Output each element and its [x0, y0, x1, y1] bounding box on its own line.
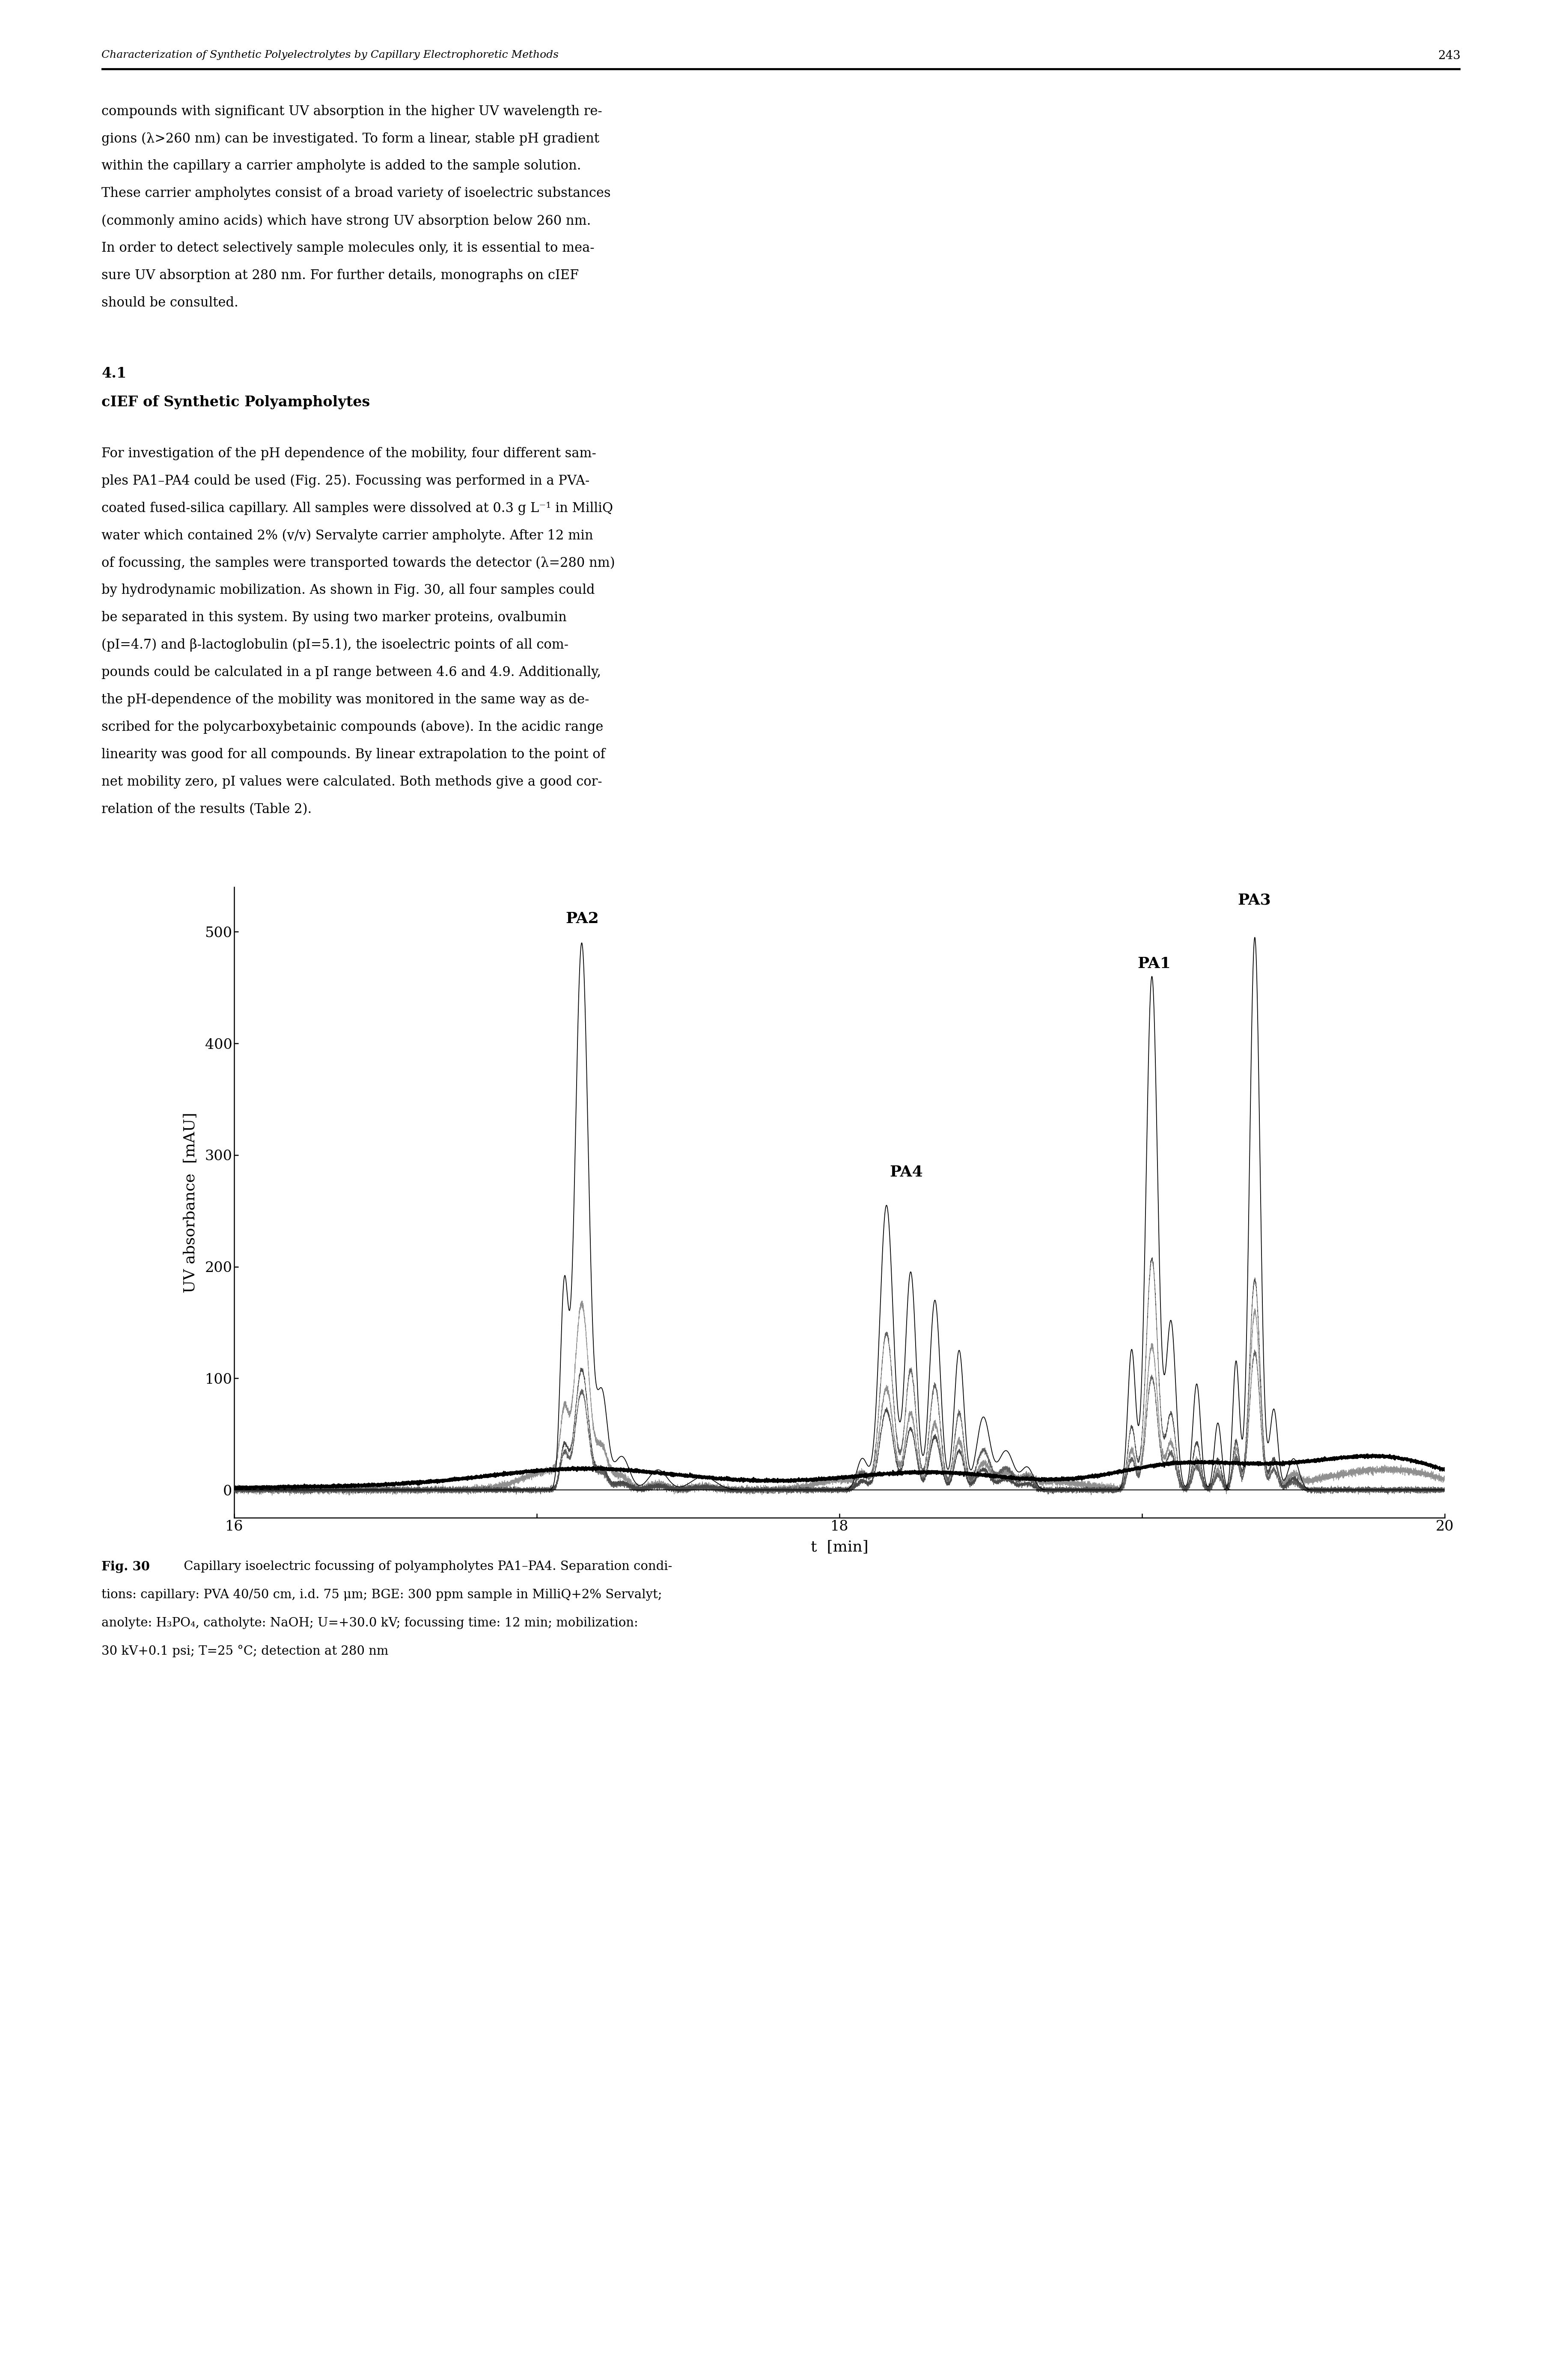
Text: 4.1: 4.1: [102, 367, 127, 381]
Text: For investigation of the pH dependence of the mobility, four different sam-: For investigation of the pH dependence o…: [102, 447, 597, 459]
Text: within the capillary a carrier ampholyte is added to the sample solution.: within the capillary a carrier ampholyte…: [102, 159, 581, 174]
Text: should be consulted.: should be consulted.: [102, 295, 239, 309]
Text: PA4: PA4: [889, 1166, 923, 1180]
Text: PA3: PA3: [1237, 892, 1271, 907]
Text: net mobility zero, pI values were calculated. Both methods give a good cor-: net mobility zero, pI values were calcul…: [102, 776, 603, 788]
Text: be separated in this system. By using two marker proteins, ovalbumin: be separated in this system. By using tw…: [102, 612, 567, 624]
Text: sure UV absorption at 280 nm. For further details, monographs on cIEF: sure UV absorption at 280 nm. For furthe…: [102, 269, 580, 283]
Text: compounds with significant UV absorption in the higher UV wavelength re-: compounds with significant UV absorption…: [102, 105, 603, 119]
Text: water which contained 2% (v/v) Servalyte carrier ampholyte. After 12 min: water which contained 2% (v/v) Servalyte…: [102, 528, 594, 543]
Text: ples PA1–PA4 could be used (Fig. 25). Focussing was performed in a PVA-: ples PA1–PA4 could be used (Fig. 25). Fo…: [102, 474, 590, 488]
Text: 243: 243: [1439, 50, 1460, 62]
Text: coated fused-silica capillary. All samples were dissolved at 0.3 g L⁻¹ in MilliQ: coated fused-silica capillary. All sampl…: [102, 502, 614, 514]
Text: In order to detect selectively sample molecules only, it is essential to mea-: In order to detect selectively sample mo…: [102, 240, 595, 255]
Text: the pH-dependence of the mobility was monitored in the same way as de-: the pH-dependence of the mobility was mo…: [102, 693, 589, 707]
Text: (commonly amino acids) which have strong UV absorption below 260 nm.: (commonly amino acids) which have strong…: [102, 214, 590, 228]
Text: gions (λ>260 nm) can be investigated. To form a linear, stable pH gradient: gions (λ>260 nm) can be investigated. To…: [102, 131, 600, 145]
Text: PA1: PA1: [1137, 957, 1172, 971]
Text: PA2: PA2: [565, 912, 598, 926]
Text: pounds could be calculated in a pI range between 4.6 and 4.9. Additionally,: pounds could be calculated in a pI range…: [102, 666, 601, 678]
Text: relation of the results (Table 2).: relation of the results (Table 2).: [102, 802, 312, 816]
Text: anolyte: H₃PO₄, catholyte: NaOH; U=+30.0 kV; focussing time: 12 min; mobilizatio: anolyte: H₃PO₄, catholyte: NaOH; U=+30.0…: [102, 1616, 639, 1628]
X-axis label: t  [min]: t [min]: [811, 1540, 868, 1554]
Text: Characterization of Synthetic Polyelectrolytes by Capillary Electrophoretic Meth: Characterization of Synthetic Polyelectr…: [102, 50, 559, 60]
Text: (pI=4.7) and β-lactoglobulin (pI=5.1), the isoelectric points of all com-: (pI=4.7) and β-lactoglobulin (pI=5.1), t…: [102, 638, 569, 652]
Text: linearity was good for all compounds. By linear extrapolation to the point of: linearity was good for all compounds. By…: [102, 747, 606, 762]
Text: tions: capillary: PVA 40/50 cm, i.d. 75 μm; BGE: 300 ppm sample in MilliQ+2% Ser: tions: capillary: PVA 40/50 cm, i.d. 75 …: [102, 1590, 662, 1602]
Text: Fig. 30: Fig. 30: [102, 1561, 150, 1573]
Text: cIEF of Synthetic Polyampholytes: cIEF of Synthetic Polyampholytes: [102, 395, 370, 409]
Text: scribed for the polycarboxybetainic compounds (above). In the acidic range: scribed for the polycarboxybetainic comp…: [102, 721, 603, 733]
Text: of focussing, the samples were transported towards the detector (λ=280 nm): of focussing, the samples were transport…: [102, 557, 615, 569]
Text: These carrier ampholytes consist of a broad variety of isoelectric substances: These carrier ampholytes consist of a br…: [102, 186, 611, 200]
Y-axis label: UV absorbance  [mAU]: UV absorbance [mAU]: [183, 1111, 198, 1292]
Text: Capillary isoelectric focussing of polyampholytes PA1–PA4. Separation condi-: Capillary isoelectric focussing of polya…: [180, 1561, 672, 1573]
Text: 30 kV+0.1 psi; T=25 °C; detection at 280 nm: 30 kV+0.1 psi; T=25 °C; detection at 280…: [102, 1645, 389, 1656]
Text: by hydrodynamic mobilization. As shown in Fig. 30, all four samples could: by hydrodynamic mobilization. As shown i…: [102, 583, 595, 597]
